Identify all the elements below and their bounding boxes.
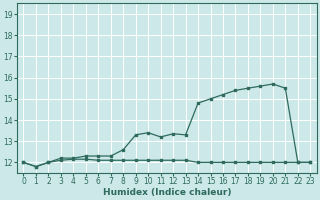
X-axis label: Humidex (Indice chaleur): Humidex (Indice chaleur) bbox=[103, 188, 231, 197]
